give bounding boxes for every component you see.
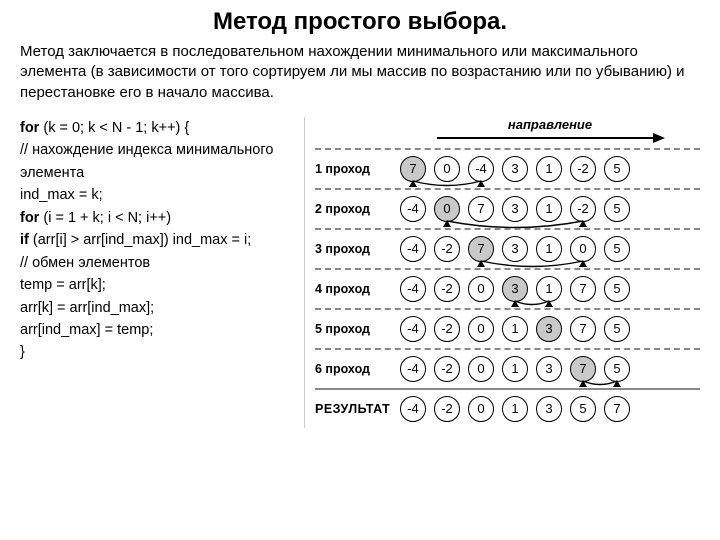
array-cell: 5 <box>604 196 630 222</box>
array-cell: -4 <box>400 236 426 262</box>
array-cell: 1 <box>502 316 528 342</box>
array-cell: 3 <box>536 396 562 422</box>
array-cell: -4 <box>400 316 426 342</box>
pass-row: 3 проход-4 -2 73105 <box>315 228 700 268</box>
code-l10: } <box>20 341 298 363</box>
array-cell: 3 <box>502 156 528 182</box>
direction-label: направление <box>400 117 700 132</box>
description-text: Метод заключается в последовательном нах… <box>20 42 700 103</box>
array-cell: 5 <box>570 396 596 422</box>
code-l9: arr[ind_max] = temp; <box>20 319 298 341</box>
array-cell: 0 <box>468 276 494 302</box>
array-cell: 1 <box>536 196 562 222</box>
pass-row: 6 проход-4 -2 01375 <box>315 348 700 388</box>
array-cell: -2 <box>570 156 596 182</box>
array-cell: 0 <box>570 236 596 262</box>
array-cell: -4 <box>400 196 426 222</box>
array-cell: 3 <box>502 276 528 302</box>
array-cell: -4 <box>468 156 494 182</box>
array-cell: 7 <box>400 156 426 182</box>
kw-for: for <box>20 120 39 136</box>
pass-label: 6 проход <box>315 362 400 376</box>
pass-row: 5 проход-4 -2 01375 <box>315 308 700 348</box>
code-l3: ind_max = k; <box>20 184 298 206</box>
array-cell: 3 <box>502 196 528 222</box>
array-cell: 3 <box>502 236 528 262</box>
array-cell: 0 <box>468 356 494 382</box>
pass-label: 5 проход <box>315 322 400 336</box>
array-cell: -2 <box>434 276 460 302</box>
array-cell: 1 <box>536 156 562 182</box>
code-l4: (i = 1 + k; i < N; i++) <box>39 210 171 226</box>
result-row: РЕЗУЛЬТАТ-4 -2 01357 <box>315 388 700 428</box>
page-title: Метод простого выбора. <box>20 8 700 36</box>
code-l1: (k = 0; k < N - 1; k++) { <box>39 120 189 136</box>
array-cell: 0 <box>434 156 460 182</box>
sort-diagram: направление 1 проход70-431-252 проход-40… <box>315 117 700 428</box>
array-cell: -4 <box>400 356 426 382</box>
pass-row: 1 проход70 -4 31 -2 5 <box>315 148 700 188</box>
pass-label: 2 проход <box>315 202 400 216</box>
kw-for2: for <box>20 210 39 226</box>
pass-label: 4 проход <box>315 282 400 296</box>
array-cell: 5 <box>604 276 630 302</box>
array-cell: 7 <box>570 276 596 302</box>
pass-label: 1 проход <box>315 162 400 176</box>
array-cell: -2 <box>434 356 460 382</box>
array-cell: 3 <box>536 356 562 382</box>
array-cell: -4 <box>400 396 426 422</box>
array-cell: 1 <box>536 236 562 262</box>
array-cell: 7 <box>468 236 494 262</box>
array-cell: -2 <box>434 396 460 422</box>
pass-row: 2 проход-4 0731 -2 5 <box>315 188 700 228</box>
array-cell: 5 <box>604 236 630 262</box>
array-cell: 1 <box>536 276 562 302</box>
array-cell: 5 <box>604 156 630 182</box>
kw-if: if <box>20 232 29 248</box>
array-cell: 7 <box>468 196 494 222</box>
code-l7: temp = arr[k]; <box>20 274 298 296</box>
array-cell: 0 <box>468 396 494 422</box>
array-cell: 5 <box>604 356 630 382</box>
code-l6: // обмен элементов <box>20 252 298 274</box>
array-cell: 3 <box>536 316 562 342</box>
direction-arrow: направление <box>400 117 700 144</box>
array-cell: -2 <box>434 316 460 342</box>
array-cell: 1 <box>502 356 528 382</box>
array-cell: 5 <box>604 316 630 342</box>
pass-row: 4 проход-4 -2 03175 <box>315 268 700 308</box>
array-cell: -4 <box>400 276 426 302</box>
pass-label: 3 проход <box>315 242 400 256</box>
array-cell: 7 <box>604 396 630 422</box>
array-cell: 0 <box>468 316 494 342</box>
array-cell: 7 <box>570 356 596 382</box>
array-cell: -2 <box>570 196 596 222</box>
result-label: РЕЗУЛЬТАТ <box>315 402 400 416</box>
code-l2: // нахождение индекса минимального элеме… <box>20 139 298 184</box>
array-cell: 0 <box>434 196 460 222</box>
code-l5: (arr[i] > arr[ind_max]) ind_max = i; <box>29 232 251 248</box>
array-cell: 7 <box>570 316 596 342</box>
array-cell: 1 <box>502 396 528 422</box>
array-cell: -2 <box>434 236 460 262</box>
code-l8: arr[k] = arr[ind_max]; <box>20 297 298 319</box>
code-block: for (k = 0; k < N - 1; k++) { // нахожде… <box>20 117 305 428</box>
